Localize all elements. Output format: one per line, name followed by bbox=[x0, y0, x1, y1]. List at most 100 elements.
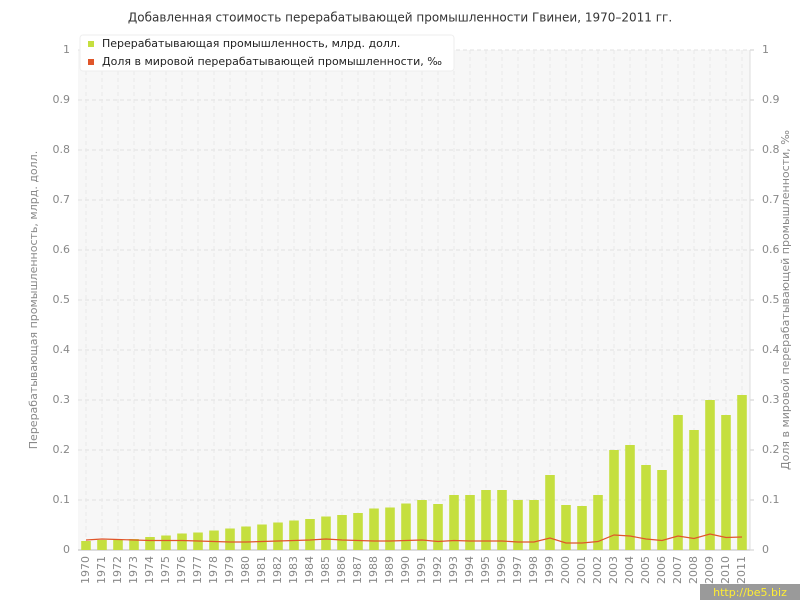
bar bbox=[353, 513, 363, 550]
x-tick-label: 2000 bbox=[559, 556, 572, 584]
bar bbox=[641, 465, 651, 550]
x-tick-label: 2006 bbox=[655, 556, 668, 584]
bar bbox=[257, 524, 267, 550]
bar bbox=[449, 495, 459, 550]
x-tick-label: 2009 bbox=[703, 556, 716, 584]
x-tick-label: 2008 bbox=[687, 556, 700, 584]
x-tick-label: 1976 bbox=[175, 556, 188, 584]
x-tick-label: 1995 bbox=[479, 556, 492, 584]
bar bbox=[513, 500, 523, 550]
bar bbox=[225, 528, 235, 550]
watermark: http://be5.biz bbox=[713, 586, 787, 599]
bar bbox=[241, 526, 251, 550]
bar bbox=[609, 450, 619, 550]
x-tick-label: 1997 bbox=[511, 556, 524, 584]
y2-tick-label: 0.9 bbox=[762, 93, 780, 106]
x-tick-label: 1982 bbox=[271, 556, 284, 584]
y-tick-label: 0.7 bbox=[53, 193, 71, 206]
bar bbox=[737, 395, 747, 550]
y2-tick-label: 0.2 bbox=[762, 443, 780, 456]
chart-title: Добавленная стоимость перерабатывающей п… bbox=[128, 11, 672, 25]
bar bbox=[81, 541, 91, 550]
x-tick-label: 1980 bbox=[239, 556, 252, 584]
bar bbox=[321, 516, 331, 550]
y2-axis-label: Доля в мировой перерабатывающей промышле… bbox=[779, 130, 792, 470]
watermark-bg bbox=[700, 584, 800, 600]
bar bbox=[417, 500, 427, 550]
y-axis-label: Перерабатывающая промышленность, млрд. д… bbox=[27, 151, 40, 449]
legend-label: Доля в мировой перерабатывающей промышле… bbox=[102, 55, 442, 68]
bar bbox=[145, 537, 155, 550]
bar bbox=[593, 495, 603, 550]
bar bbox=[209, 530, 219, 550]
x-tick-label: 1998 bbox=[527, 556, 540, 584]
bar bbox=[289, 520, 299, 550]
x-tick-label: 1972 bbox=[111, 556, 124, 584]
bar bbox=[625, 445, 635, 550]
bar bbox=[577, 506, 587, 550]
x-tick-label: 1990 bbox=[399, 556, 412, 584]
bar bbox=[721, 415, 731, 550]
bar bbox=[433, 504, 443, 550]
legend-swatch bbox=[88, 59, 94, 65]
y2-tick-label: 0.3 bbox=[762, 393, 780, 406]
bar bbox=[529, 500, 539, 550]
x-tick-label: 2010 bbox=[719, 556, 732, 584]
x-tick-label: 1992 bbox=[431, 556, 444, 584]
bar bbox=[273, 522, 283, 550]
y-tick-label: 0.9 bbox=[53, 93, 71, 106]
x-tick-label: 1977 bbox=[191, 556, 204, 584]
y2-tick-label: 0.1 bbox=[762, 493, 780, 506]
bar bbox=[337, 515, 347, 550]
x-tick-label: 1991 bbox=[415, 556, 428, 584]
bar bbox=[465, 495, 475, 550]
y2-tick-label: 0.6 bbox=[762, 243, 780, 256]
x-tick-label: 1996 bbox=[495, 556, 508, 584]
x-tick-label: 1988 bbox=[367, 556, 380, 584]
bar bbox=[177, 533, 187, 550]
x-tick-label: 2004 bbox=[623, 556, 636, 584]
bar bbox=[113, 540, 123, 550]
x-tick-label: 2001 bbox=[575, 556, 588, 584]
x-tick-label: 2007 bbox=[671, 556, 684, 584]
bar bbox=[385, 507, 395, 550]
x-tick-label: 1981 bbox=[255, 556, 268, 584]
bar bbox=[705, 400, 715, 550]
bar bbox=[673, 415, 683, 550]
bar bbox=[561, 505, 571, 550]
bar bbox=[97, 540, 107, 550]
x-tick-label: 1994 bbox=[463, 556, 476, 584]
bar bbox=[497, 490, 507, 550]
x-tick-label: 1993 bbox=[447, 556, 460, 584]
y-tick-label: 0.3 bbox=[53, 393, 71, 406]
x-tick-label: 1973 bbox=[127, 556, 140, 584]
bar bbox=[481, 490, 491, 550]
y-tick-label: 1 bbox=[63, 43, 70, 56]
bar bbox=[129, 539, 139, 550]
y-tick-label: 0.6 bbox=[53, 243, 71, 256]
y2-tick-label: 0.5 bbox=[762, 293, 780, 306]
y-tick-label: 0.1 bbox=[53, 493, 71, 506]
x-tick-label: 1987 bbox=[351, 556, 364, 584]
x-tick-label: 1975 bbox=[159, 556, 172, 584]
y-tick-label: 0.2 bbox=[53, 443, 71, 456]
x-tick-label: 1974 bbox=[143, 556, 156, 584]
x-tick-label: 1979 bbox=[223, 556, 236, 584]
x-tick-label: 2011 bbox=[735, 556, 748, 584]
x-tick-label: 1970 bbox=[79, 556, 92, 584]
y2-tick-label: 0.8 bbox=[762, 143, 780, 156]
bar bbox=[161, 535, 171, 550]
y2-tick-label: 0 bbox=[762, 543, 769, 556]
y-tick-label: 0.5 bbox=[53, 293, 71, 306]
x-tick-label: 1984 bbox=[303, 556, 316, 584]
x-tick-label: 1985 bbox=[319, 556, 332, 584]
x-tick-label: 2005 bbox=[639, 556, 652, 584]
x-tick-label: 2003 bbox=[607, 556, 620, 584]
line bbox=[85, 533, 743, 544]
bar bbox=[657, 470, 667, 550]
y2-tick-label: 1 bbox=[762, 43, 769, 56]
bar bbox=[369, 508, 379, 550]
bar bbox=[305, 519, 315, 550]
y2-tick-label: 0.7 bbox=[762, 193, 780, 206]
